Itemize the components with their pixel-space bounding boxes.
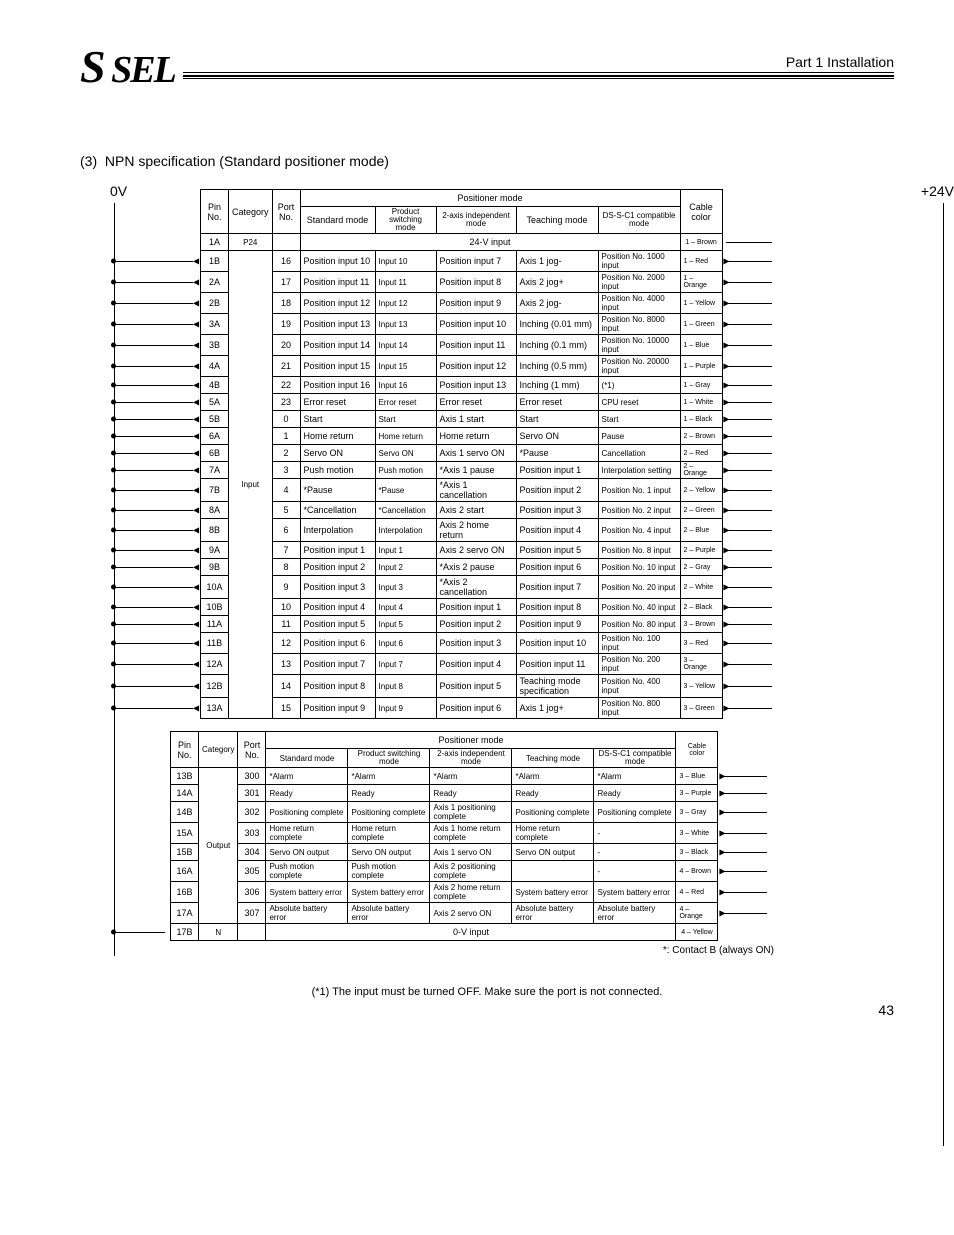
table-row: 10B▶10Position input 4Input 4Position in…: [201, 599, 723, 616]
table-row: 15A303Home return completeHome return co…: [171, 823, 718, 844]
diagram: 0V +24V Pin No. Category Port No. Positi…: [110, 189, 894, 956]
table-row: 17A307Absolute battery errorAbsolute bat…: [171, 903, 718, 924]
table-row: 4A▶21Position input 15Input 15Position i…: [201, 356, 723, 377]
section-title: (3) NPN specification (Standard position…: [80, 153, 894, 169]
table-row: 2A▶17Position input 11Input 11Position i…: [201, 272, 723, 293]
table-row: 6A▶1Home returnHome returnHome returnSer…: [201, 428, 723, 445]
table-row: 13A▶15Position input 9Input 9Position in…: [201, 698, 723, 719]
table-row: 12B▶14Position input 8Input 8Position in…: [201, 675, 723, 698]
table-row: 3A▶19Position input 13Input 13Position i…: [201, 314, 723, 335]
table-row: 16B306System battery errorSystem battery…: [171, 882, 718, 903]
table-row: 11B▶12Position input 6Input 6Position in…: [201, 633, 723, 654]
table-row: 5A▶23Error resetError resetError resetEr…: [201, 394, 723, 411]
table-row: 7B▶4*Pause*Pause*Axis 1 cancellationPosi…: [201, 479, 723, 502]
table-row: 16A305Push motion completePush motion co…: [171, 861, 718, 882]
table-row: 8B▶6InterpolationInterpolationAxis 2 hom…: [201, 519, 723, 542]
table-row: 8A▶5*Cancellation*CancellationAxis 2 sta…: [201, 502, 723, 519]
page-number: 43: [878, 1002, 894, 1018]
table-row: 7A▶3Push motionPush motion*Axis 1 pauseP…: [201, 462, 723, 479]
table-row: 9B▶8Position input 2Input 2*Axis 2 pause…: [201, 559, 723, 576]
table-row: 3B▶20Position input 14Input 14Position i…: [201, 335, 723, 356]
table-row: 6B▶2Servo ONServo ONAxis 1 servo ON*Paus…: [201, 445, 723, 462]
table-row: 12A▶13Position input 7Input 7Position in…: [201, 654, 723, 675]
table-row: 9A▶7Position input 1Input 1Axis 2 servo …: [201, 542, 723, 559]
voltage-0v: 0V: [110, 183, 127, 199]
output-table: Pin No. Category Port No. Positioner mod…: [170, 731, 718, 941]
table-row: 14A301ReadyReadyReadyReadyReady3 – Purpl…: [171, 785, 718, 802]
table-row: 1B▶Input16Position input 10Input 10Posit…: [201, 251, 723, 272]
table-row: 14B302Positioning completePositioning co…: [171, 802, 718, 823]
table-row: 10A▶9Position input 3Input 3*Axis 2 canc…: [201, 576, 723, 599]
header: S SEL Part 1 Installation: [80, 40, 894, 93]
input-table: Pin No. Category Port No. Positioner mod…: [200, 189, 723, 719]
table-row: 2B▶18Position input 12Input 12Position i…: [201, 293, 723, 314]
contact-note: *: Contact B (always ON): [110, 945, 774, 956]
voltage-24v: +24V: [921, 183, 954, 199]
table-row: 11A▶11Position input 5Input 5Position in…: [201, 616, 723, 633]
logo: S SEL: [80, 40, 175, 93]
table-row: 13BOutput300*Alarm*Alarm*Alarm*Alarm*Ala…: [171, 768, 718, 785]
table-row: 5B▶0StartStartAxis 1 startStartStart1 – …: [201, 411, 723, 428]
page: S SEL Part 1 Installation (3) NPN specif…: [0, 0, 954, 1038]
part-title: Part 1 Installation: [183, 54, 894, 72]
table-row: 4B▶22Position input 16Input 16Position i…: [201, 377, 723, 394]
table-row: 15B304Servo ON outputServo ON outputAxis…: [171, 844, 718, 861]
footnote: (*1) The input must be turned OFF. Make …: [80, 986, 894, 998]
